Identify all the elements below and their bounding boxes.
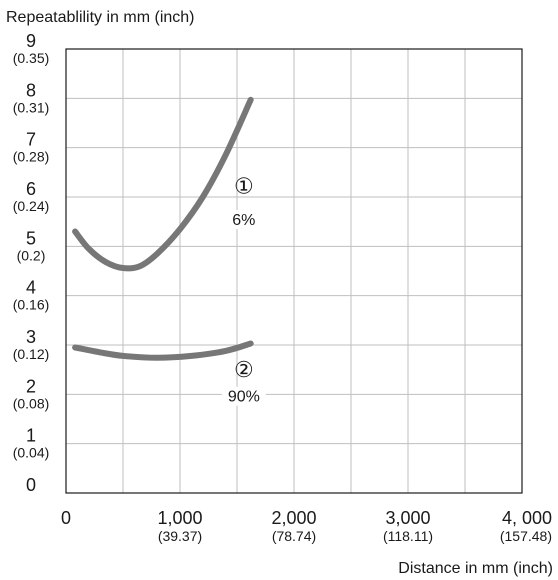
y-tick-sublabel: (0.16) xyxy=(13,297,50,313)
y-tick-label: 8 xyxy=(26,80,36,100)
plot-frame xyxy=(65,48,523,494)
x-tick-sublabel: (118.11) xyxy=(383,528,433,544)
y-tick-label: 4 xyxy=(26,278,36,298)
y-tick-sublabel: (0.31) xyxy=(13,99,50,115)
series-label-backing xyxy=(221,386,266,406)
series-marker-label: ① xyxy=(234,174,254,199)
grid xyxy=(66,49,522,493)
y-tick-sublabel: (0.24) xyxy=(13,198,50,214)
y-tick-sublabel: (0.08) xyxy=(13,395,50,411)
x-tick-label: 1,000 xyxy=(157,508,202,528)
y-tick-label: 5 xyxy=(26,228,36,248)
series-marker-label: ② xyxy=(234,357,254,382)
series-line-1 xyxy=(72,96,254,272)
y-tick-label: 9 xyxy=(26,31,36,51)
y-tick-label: 2 xyxy=(26,376,36,396)
series-line-2 xyxy=(72,340,254,361)
y-tick-sublabel: (0.04) xyxy=(13,445,50,461)
x-tick-label: 0 xyxy=(61,508,71,528)
x-tick-label: 2,000 xyxy=(271,508,316,528)
y-tick-label: 6 xyxy=(26,179,36,199)
x-tick-sublabel: (39.37) xyxy=(158,528,202,544)
y-tick-sublabel: (0.2) xyxy=(17,247,46,263)
series: ① 6% ② 90% xyxy=(72,96,266,406)
y-tick-label: 3 xyxy=(26,327,36,347)
y-tick-sublabel: (0.12) xyxy=(13,346,50,362)
y-tick-label: 0 xyxy=(26,475,36,495)
y-tick-label: 7 xyxy=(26,130,36,150)
x-tick-label: 3,000 xyxy=(385,508,430,528)
y-tick-label: 1 xyxy=(26,426,36,446)
tick-labels: 01(0.04)2(0.08)3(0.12)4(0.16)5(0.2)6(0.2… xyxy=(13,31,552,544)
y-axis-title: Repeatablility in mm (inch) xyxy=(6,9,195,26)
x-tick-sublabel: (78.74) xyxy=(272,528,316,544)
series-name-label: 90% xyxy=(228,389,260,406)
y-tick-sublabel: (0.35) xyxy=(13,50,50,66)
series-label-backing xyxy=(221,210,266,230)
x-tick-label: 4, 000 xyxy=(502,508,552,528)
y-tick-sublabel: (0.28) xyxy=(13,149,50,165)
x-tick-sublabel: (157.48) xyxy=(500,528,552,544)
series-name-label: 6% xyxy=(232,212,255,229)
x-axis-title: Distance in mm (inch) xyxy=(398,560,553,577)
